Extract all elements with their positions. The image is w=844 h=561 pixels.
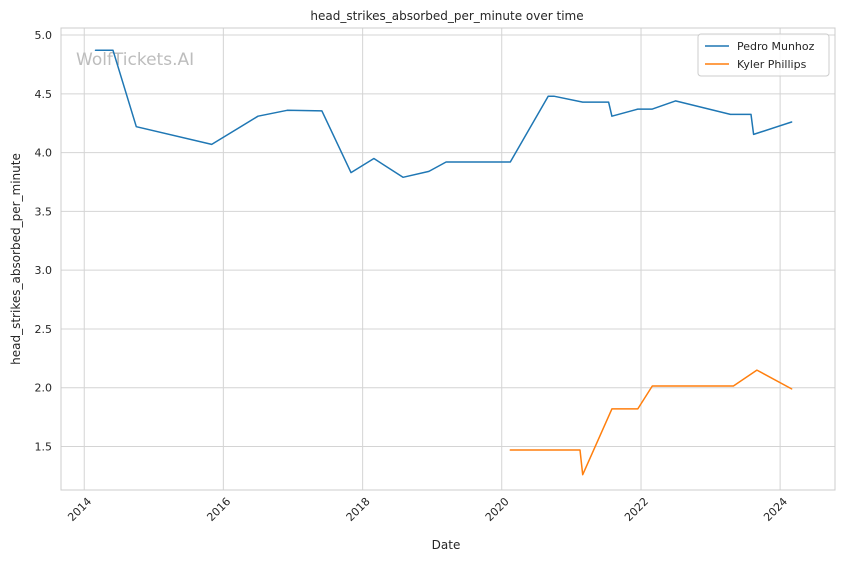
series-layer [93, 48, 794, 477]
data-point [581, 473, 585, 477]
y-tick-label: 1.5 [35, 441, 53, 454]
y-axis-title: head_strikes_absorbed_per_minute [9, 153, 23, 365]
y-tick-label: 2.0 [35, 382, 53, 395]
x-axis-title: Date [432, 538, 461, 552]
data-point [401, 175, 405, 179]
data-point [256, 114, 260, 118]
legend-box [697, 33, 830, 77]
data-point [610, 114, 614, 118]
data-point [444, 160, 448, 164]
data-point [349, 171, 353, 175]
legend-label: Kyler Phillips [737, 58, 807, 71]
data-point [674, 99, 678, 103]
data-point [755, 368, 759, 372]
chart-title: head_strikes_absorbed_per_minute over ti… [310, 9, 583, 23]
data-point [650, 107, 654, 111]
data-point [134, 125, 138, 129]
x-tick-label: 2024 [761, 495, 790, 524]
series-kyler-phillips [508, 368, 794, 477]
x-tick-label: 2020 [483, 495, 512, 524]
series-line [509, 369, 793, 476]
data-point [111, 48, 115, 52]
y-tick-label: 5.0 [35, 29, 53, 42]
grid [61, 28, 835, 490]
series-line [94, 49, 793, 179]
x-tick-label: 2022 [622, 495, 651, 524]
data-point [552, 94, 556, 98]
data-point [93, 48, 97, 52]
data-point [210, 142, 214, 146]
data-point [636, 407, 640, 411]
watermark: WolfTickets.AI [76, 50, 194, 70]
x-tick-label: 2018 [344, 495, 373, 524]
y-axis-ticks: 1.5 2.0 2.5 3.0 3.5 4.0 4.5 5.0 [35, 29, 53, 453]
data-point [546, 94, 550, 98]
x-tick-label: 2016 [204, 495, 233, 524]
data-point [752, 132, 756, 136]
series-pedro-munhoz [93, 48, 794, 179]
data-point [731, 384, 735, 388]
legend: Pedro Munhoz Kyler Phillips [697, 33, 830, 77]
data-point [581, 100, 585, 104]
data-point [636, 107, 640, 111]
x-axis-ticks: 2014 2016 2018 2020 2022 2024 [65, 495, 790, 524]
y-tick-label: 2.5 [35, 323, 53, 336]
data-point [610, 407, 614, 411]
y-tick-label: 3.0 [35, 264, 53, 277]
data-point [372, 156, 376, 160]
data-point [320, 109, 324, 113]
data-point [427, 169, 431, 173]
data-point [790, 120, 794, 124]
y-tick-label: 3.5 [35, 205, 53, 218]
y-tick-label: 4.0 [35, 147, 53, 160]
legend-label: Pedro Munhoz [737, 40, 815, 53]
data-point [749, 112, 753, 116]
x-tick-label: 2014 [65, 495, 94, 524]
data-point [650, 384, 654, 388]
y-tick-label: 4.5 [35, 88, 53, 101]
data-point [508, 160, 512, 164]
plot-area [60, 27, 836, 491]
data-point [285, 108, 289, 112]
data-point [790, 387, 794, 391]
data-point [607, 100, 611, 104]
data-point [508, 448, 512, 452]
data-point [728, 112, 732, 116]
data-point [578, 448, 582, 452]
